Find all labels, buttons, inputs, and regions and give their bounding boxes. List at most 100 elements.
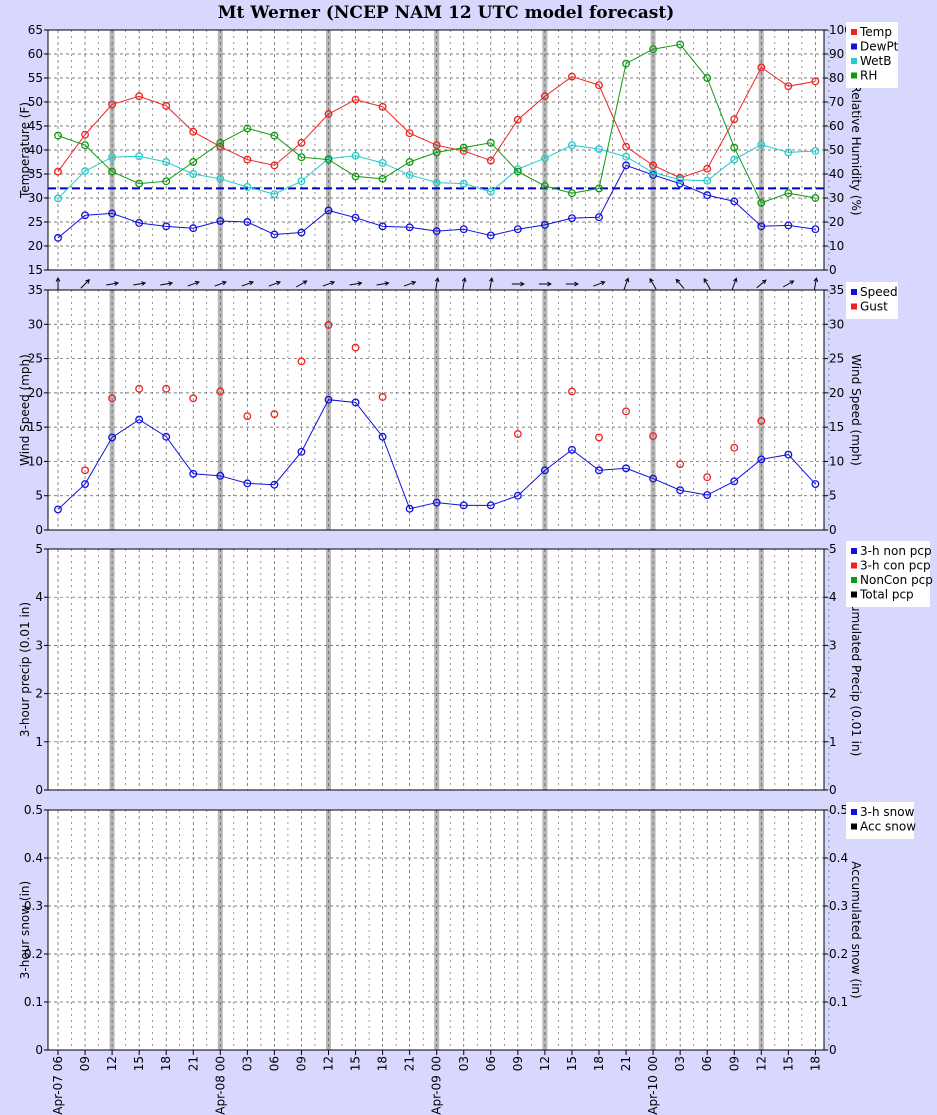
data-point xyxy=(676,460,685,469)
wind-arrow xyxy=(214,281,227,287)
wind-arrow-head xyxy=(624,277,630,283)
wind-arrow-head xyxy=(384,281,390,286)
data-point xyxy=(189,158,198,166)
wind-direction-arrows xyxy=(55,276,819,290)
data-point xyxy=(162,158,171,166)
data-point xyxy=(81,167,89,176)
y-tick-label-left: 10 xyxy=(28,454,43,468)
y-axis-label-right: Relative Humidity (%) xyxy=(849,84,863,215)
data-point xyxy=(459,179,468,188)
y-tick-label-left: 0.4 xyxy=(24,851,43,865)
x-tick-label: Apr-08 00 xyxy=(213,1056,227,1115)
data-point xyxy=(811,225,820,234)
series-line xyxy=(57,43,816,204)
wind-arrow-head xyxy=(330,280,336,286)
y-tick-label-left: 0.3 xyxy=(24,899,43,913)
x-tick-label: 09 xyxy=(511,1056,525,1071)
data-point xyxy=(703,164,712,173)
wind-arrow-head xyxy=(302,280,308,285)
data-point xyxy=(622,407,630,416)
data-point xyxy=(189,127,198,136)
x-tick-label: 12 xyxy=(538,1056,552,1071)
y-tick-label-left: 0 xyxy=(35,783,43,797)
x-tick-label: 03 xyxy=(240,1056,254,1071)
y-axis-label-left: 3-hour precip (0.01 in) xyxy=(18,602,32,737)
data-point xyxy=(405,129,414,138)
data-point xyxy=(351,213,360,222)
data-point xyxy=(243,218,252,226)
data-point xyxy=(568,387,576,396)
y-tick-label-right: 0.2 xyxy=(829,947,848,961)
series-line xyxy=(57,66,816,179)
y-tick-label-right: 5 xyxy=(829,489,837,503)
data-point xyxy=(297,228,306,237)
wind-arrow xyxy=(268,281,281,287)
data-point xyxy=(622,59,630,68)
y-tick-label-right: 25 xyxy=(829,352,844,366)
data-point xyxy=(81,141,89,150)
data-point xyxy=(81,211,89,220)
y-tick-label-left: 2 xyxy=(35,687,43,701)
data-point xyxy=(540,220,549,229)
data-point xyxy=(568,141,576,150)
data-point xyxy=(351,95,360,104)
data-point xyxy=(135,179,144,188)
data-point xyxy=(378,102,387,111)
wind-arrow-head xyxy=(55,276,61,282)
y-tick-label-left: 25 xyxy=(28,215,43,229)
data-point xyxy=(432,178,441,187)
wind-arrow xyxy=(349,282,362,286)
data-point xyxy=(54,194,62,203)
wind-arrow xyxy=(462,278,466,290)
x-tick-label: 15 xyxy=(132,1056,146,1071)
data-point xyxy=(730,477,739,486)
legend-box xyxy=(846,802,914,839)
data-point xyxy=(405,504,414,513)
legend-swatch xyxy=(851,809,857,815)
data-point xyxy=(784,148,793,157)
wind-arrow-head xyxy=(168,281,174,286)
data-point xyxy=(243,155,252,164)
data-point xyxy=(540,154,549,163)
wind-arrow-head xyxy=(114,281,120,286)
data-point xyxy=(243,183,252,191)
wind-arrow xyxy=(322,281,335,287)
x-tick-label: 18 xyxy=(159,1056,173,1071)
y-tick-label-left: 30 xyxy=(28,317,43,331)
data-point xyxy=(676,179,685,188)
x-tick-label: 15 xyxy=(781,1056,795,1071)
data-point xyxy=(297,177,306,186)
data-point xyxy=(324,110,333,118)
data-point xyxy=(108,100,117,109)
legend-swatch xyxy=(851,303,857,310)
y-tick-label-right: 0.1 xyxy=(829,995,848,1009)
y-tick-label-right: 15 xyxy=(829,420,844,434)
data-point xyxy=(703,191,712,200)
data-point xyxy=(459,501,468,510)
data-point xyxy=(595,466,603,475)
y-tick-label-right: 0.3 xyxy=(829,899,848,913)
data-point xyxy=(784,221,793,230)
x-tick-label: 12 xyxy=(105,1056,119,1071)
wind-arrow-head xyxy=(488,277,494,283)
legend-swatch xyxy=(851,43,857,50)
data-point xyxy=(730,197,739,206)
y-tick-label-left: 40 xyxy=(28,143,43,157)
x-tick-label: 21 xyxy=(186,1056,200,1071)
data-point xyxy=(811,194,820,202)
wind-arrow-head xyxy=(411,280,417,286)
data-point xyxy=(540,466,549,475)
data-point xyxy=(568,72,576,81)
legend-label: 3-h con pcp xyxy=(860,559,931,573)
y-axis-label-right: Accumulated snow (in) xyxy=(849,861,863,998)
x-tick-label: 21 xyxy=(403,1056,417,1071)
legend-label: Acc snow xyxy=(860,820,916,834)
data-point xyxy=(54,167,62,176)
data-point xyxy=(216,471,225,480)
data-point xyxy=(189,170,198,178)
x-tick-label: 06 xyxy=(700,1056,714,1071)
data-point xyxy=(54,233,62,242)
legend-box xyxy=(846,541,930,607)
y-tick-label-right: 30 xyxy=(829,191,844,205)
